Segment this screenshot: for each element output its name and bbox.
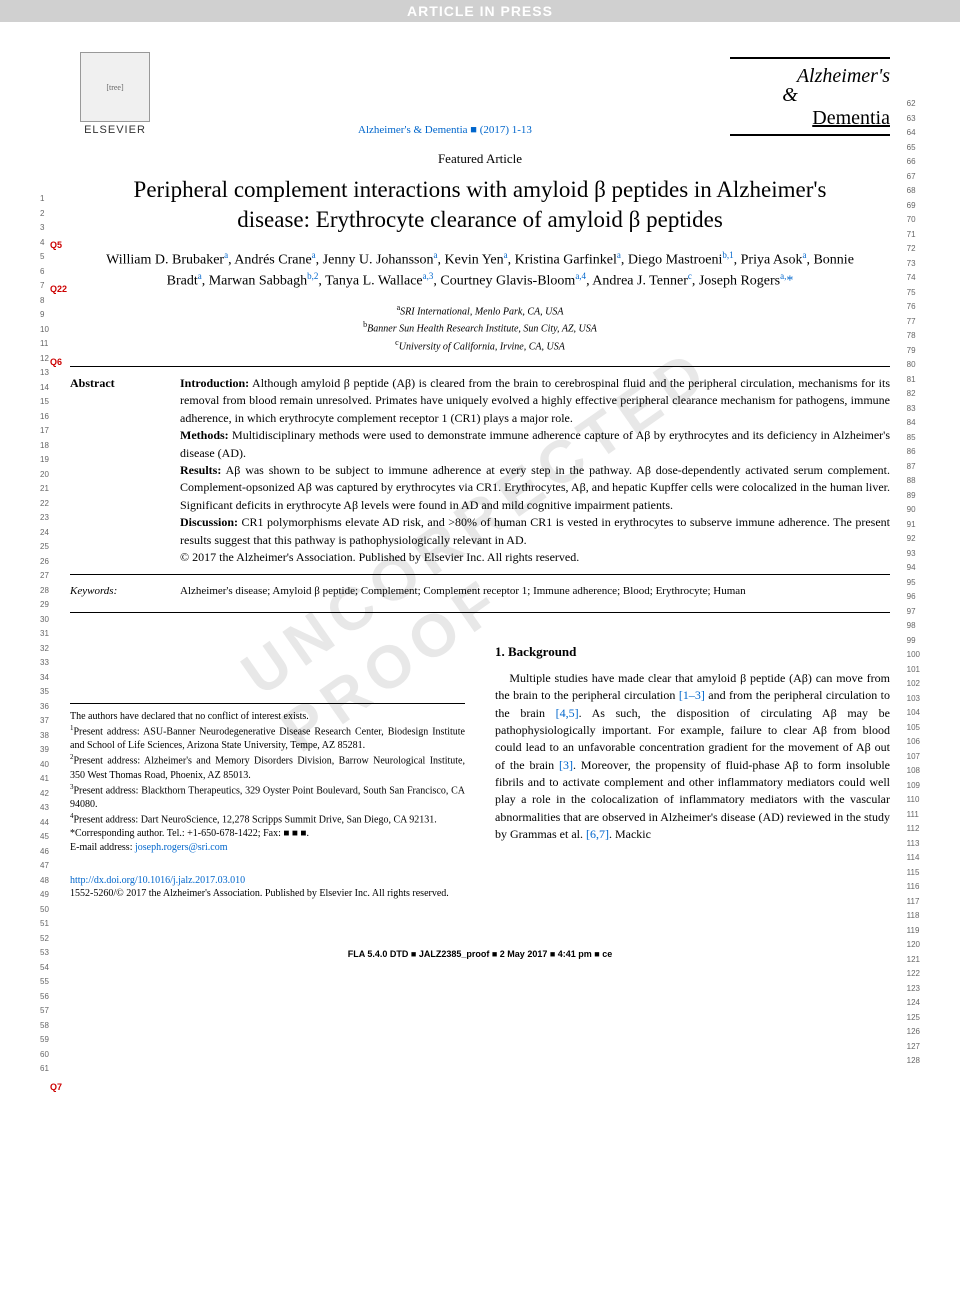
query-q5: Q5 — [50, 240, 62, 250]
footnote-2-text: Present address: Alzheimer's and Memory … — [70, 756, 465, 781]
footnote-1-text: Present address: ASU-Banner Neurodegener… — [70, 726, 465, 751]
rule-above-abstract — [70, 366, 890, 367]
abstract-discussion-label: Discussion: — [180, 515, 238, 529]
footnote-1: 1Present address: ASU-Banner Neurodegene… — [70, 724, 465, 753]
article-title: Peripheral complement interactions with … — [110, 175, 850, 235]
elsevier-tree-icon: [tree] — [80, 52, 150, 122]
query-q7: Q7 — [50, 1082, 62, 1092]
abstract-label: Abstract — [70, 375, 180, 566]
footnote-corresponding: *Corresponding author. Tel.: +1-650-678-… — [70, 827, 465, 841]
abstract-copyright: © 2017 the Alzheimer's Association. Publ… — [180, 550, 579, 564]
footnote-4-text: Present address: Dart NeuroScience, 12,2… — [74, 814, 437, 825]
article-in-press-banner: ARTICLE IN PRESS — [0, 0, 960, 22]
abstract-block: Abstract Introduction: Although amyloid … — [70, 375, 890, 566]
affiliations: aSRI International, Menlo Park, CA, USAb… — [70, 302, 890, 354]
two-column-body: The authors have declared that no confli… — [70, 643, 890, 855]
section-1-heading: 1. Background — [495, 643, 890, 662]
keywords-block: Keywords: Alzheimer's disease; Amyloid β… — [70, 583, 890, 600]
elsevier-logo: [tree] ELSEVIER — [70, 52, 160, 136]
keywords-content: Alzheimer's disease; Amyloid β peptide; … — [180, 583, 890, 600]
footnote-conflict: The authors have declared that no confli… — [70, 710, 465, 724]
rule-below-keywords — [70, 612, 890, 613]
journal-logo-line1: Alzheimer's — [797, 65, 890, 87]
abstract-results-text: Aβ was shown to be subject to immune adh… — [180, 463, 890, 512]
footnotes-block: The authors have declared that no confli… — [70, 703, 465, 855]
footnote-email-link[interactable]: joseph.rogers@sri.com — [135, 842, 228, 853]
keywords-label: Keywords: — [70, 583, 180, 600]
query-q6: Q6 — [50, 357, 62, 367]
authors-list: William D. Brubakera, Andrés Cranea, Jen… — [90, 249, 870, 292]
header-row: [tree] ELSEVIER Alzheimer's & Dementia ■… — [70, 52, 890, 136]
journal-logo-line2: Dementia — [812, 107, 890, 129]
abstract-content: Introduction: Although amyloid β peptide… — [180, 375, 890, 566]
journal-logo-amp: & — [730, 84, 850, 107]
section-1-paragraph: Multiple studies have made clear that am… — [495, 670, 890, 844]
doi-link[interactable]: http://dx.doi.org/10.1016/j.jalz.2017.03… — [70, 875, 890, 886]
footnote-2: 2Present address: Alzheimer's and Memory… — [70, 753, 465, 782]
elsevier-text: ELSEVIER — [70, 124, 160, 136]
line-numbers-right: 6263646566676869707172737475767778798081… — [907, 97, 920, 1069]
abstract-results-label: Results: — [180, 463, 221, 477]
abstract-methods-text: Multidisciplinary methods were used to d… — [180, 428, 890, 459]
line-numbers-left: 1234567891011121314151617181920212223242… — [40, 192, 49, 1077]
footnote-email-label: E-mail address: — [70, 842, 135, 853]
footnote-3-text: Present address: Blackthorn Therapeutics… — [70, 785, 465, 810]
abstract-intro-label: Introduction: — [180, 376, 249, 390]
right-column: 1. Background Multiple studies have made… — [495, 643, 890, 855]
footnote-4: 4Present address: Dart NeuroScience, 12,… — [70, 812, 465, 827]
article-type: Featured Article — [70, 151, 890, 167]
abstract-intro-text: Although amyloid β peptide (Aβ) is clear… — [180, 376, 890, 425]
journal-citation: Alzheimer's & Dementia ■ (2017) 1-13 — [160, 124, 730, 136]
issn-copyright: 1552-5260/© 2017 the Alzheimer's Associa… — [70, 888, 890, 899]
left-column: The authors have declared that no confli… — [70, 643, 465, 855]
rule-below-abstract — [70, 574, 890, 575]
footer-proof-bar: FLA 5.4.0 DTD ■ JALZ2385_proof ■ 2 May 2… — [0, 949, 960, 969]
footnote-3: 3Present address: Blackthorn Therapeutic… — [70, 783, 465, 812]
journal-logo: Alzheimer's & Dementia — [730, 53, 890, 136]
footnote-email: E-mail address: joseph.rogers@sri.com — [70, 841, 465, 855]
query-q22: Q22 — [50, 284, 67, 294]
abstract-methods-label: Methods: — [180, 428, 229, 442]
abstract-discussion-text: CR1 polymorphisms elevate AD risk, and >… — [180, 515, 890, 546]
